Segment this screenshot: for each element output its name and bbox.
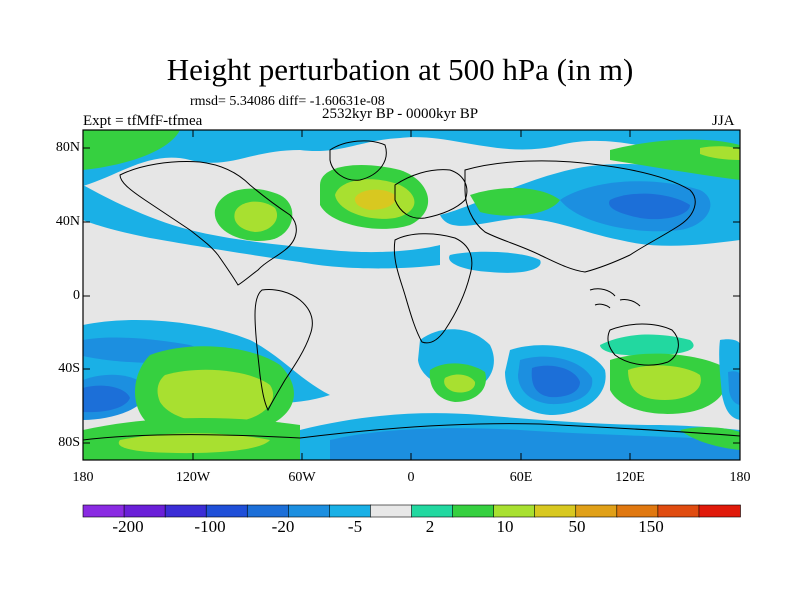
lon-ticks: [82, 130, 741, 460]
asia-green-patch: [470, 188, 560, 216]
south-east-mid-blue: [728, 371, 740, 405]
colorbar-swatch: [534, 504, 577, 518]
season-label: JJA: [712, 113, 735, 129]
colorbar-swatch: [164, 504, 207, 518]
colorbar-label: -200: [112, 517, 144, 536]
greenland-coast: [329, 140, 387, 181]
asia-dark-blue: [609, 193, 690, 220]
colorbar-swatch: [246, 504, 290, 518]
period-label: 2532kyr BP - 0000kyr BP: [322, 106, 479, 122]
europe-coast: [394, 169, 468, 219]
colorbar: [82, 504, 741, 518]
lat-label-40s: 40S: [58, 361, 80, 376]
indian-ocean-teal: [600, 334, 694, 356]
colorbar-swatch: [452, 504, 495, 518]
asia-coast: [464, 160, 696, 273]
lat-label-40n: 40N: [55, 214, 80, 229]
indonesia-islands: [589, 288, 641, 309]
africa-coast: [393, 233, 473, 344]
colorbar-swatch: [205, 504, 249, 518]
stats-text: rmsd= 5.34086 diff= -1.60631e-08: [190, 94, 385, 109]
colorbar-swatch: [698, 504, 741, 518]
pacific-blue-w: [83, 185, 440, 269]
lon-label-180e: 180: [729, 470, 751, 485]
coastlines: [83, 140, 740, 441]
lon-label-60e: 60E: [509, 470, 533, 485]
south-indian-dark-blue: [531, 365, 580, 398]
colorbar-swatch: [82, 504, 125, 518]
south-west-dark-blue: [83, 385, 130, 413]
lat-label-0: 0: [73, 288, 80, 303]
north-america-yellowgreen: [234, 201, 278, 232]
colorbar-swatch: [370, 504, 413, 518]
south-america-coast: [254, 289, 313, 412]
pacific-green-w: [83, 130, 180, 170]
colorbar-swatch: [123, 504, 166, 518]
antarctic-mid-blue: [330, 428, 740, 460]
colorbar-label: 50: [568, 517, 586, 536]
colorbar-label: -20: [271, 517, 295, 536]
pacific-yellow-ne: [700, 146, 740, 160]
plot-title: Height perturbation at 500 hPa (in m): [166, 52, 634, 87]
north-atlantic-yellow: [354, 189, 396, 210]
colorbar-label: 150: [638, 517, 664, 536]
north-arctic-blue-band: [83, 130, 740, 186]
colorbar-swatch: [329, 504, 372, 518]
lat-ticks: [83, 147, 740, 444]
lat-label-80s: 80S: [58, 435, 80, 450]
colorbar-swatch: [616, 504, 659, 518]
colorbar-label: -100: [194, 517, 226, 536]
colorbar-swatch: [288, 504, 331, 518]
lon-label-180w: 180: [72, 470, 94, 485]
colorbar-label: 10: [496, 517, 514, 536]
lon-label-60w: 60W: [288, 470, 316, 485]
lon-label-120e: 120E: [615, 470, 645, 485]
north-america-coast: [119, 161, 297, 286]
australia-coast: [607, 323, 679, 366]
lat-label-80n: 80N: [55, 140, 80, 155]
lon-label-0: 0: [407, 470, 415, 485]
lon-label-120w: 120W: [175, 470, 211, 485]
colorbar-swatch: [575, 504, 618, 518]
colorbar-label: -5: [347, 517, 363, 536]
antarctica-coast: [83, 423, 740, 441]
colorbar-swatch: [657, 504, 700, 518]
colorbar-label: 2: [425, 517, 435, 536]
south-bottom-yellowgreen: [118, 433, 270, 454]
contour-field: [83, 130, 740, 460]
south-atlantic-yellowgreen: [444, 374, 476, 393]
experiment-label: Expt = tfMfF-tfmea: [83, 113, 203, 129]
south-pacific-yellowgreen: [157, 369, 274, 424]
colorbar-swatch: [411, 504, 454, 518]
south-australia-yellowgreen: [628, 365, 701, 400]
colorbar-swatch: [493, 504, 536, 518]
